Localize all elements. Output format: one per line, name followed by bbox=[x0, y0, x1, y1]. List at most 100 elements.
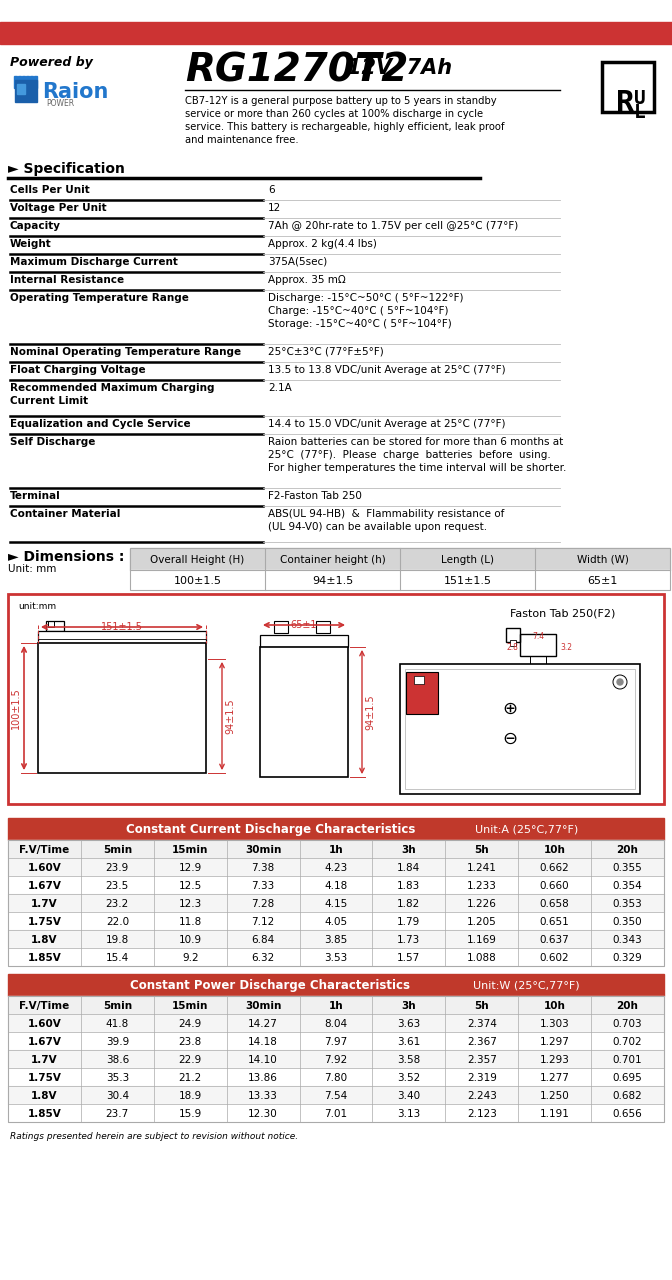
Text: 12.30: 12.30 bbox=[248, 1108, 278, 1119]
Text: 7.12: 7.12 bbox=[251, 916, 275, 927]
Text: 23.7: 23.7 bbox=[106, 1108, 129, 1119]
Text: Unit: mm: Unit: mm bbox=[8, 564, 56, 573]
Bar bbox=[8, 996, 664, 1014]
Text: 23.9: 23.9 bbox=[106, 863, 129, 873]
Text: 24.9: 24.9 bbox=[179, 1019, 202, 1029]
Bar bbox=[530, 655, 546, 664]
Text: ABS(UL 94-HB)  &  Flammability resistance of: ABS(UL 94-HB) & Flammability resistance … bbox=[268, 509, 505, 518]
Text: 1.233: 1.233 bbox=[467, 881, 497, 891]
Text: Terminal: Terminal bbox=[10, 492, 60, 500]
Text: 1.191: 1.191 bbox=[540, 1108, 570, 1119]
Text: 1.8V: 1.8V bbox=[31, 1091, 58, 1101]
Bar bbox=[15, 79, 37, 102]
Text: 0.355: 0.355 bbox=[613, 863, 642, 873]
Text: 10h: 10h bbox=[544, 845, 566, 855]
Text: 1.088: 1.088 bbox=[467, 954, 497, 963]
Text: 38.6: 38.6 bbox=[106, 1055, 129, 1065]
Bar bbox=[8, 893, 664, 911]
Text: 5h: 5h bbox=[474, 845, 489, 855]
Text: 65±1: 65±1 bbox=[587, 576, 618, 586]
Text: Cells Per Unit: Cells Per Unit bbox=[10, 186, 90, 195]
Text: 0.343: 0.343 bbox=[613, 934, 642, 945]
Text: 22.0: 22.0 bbox=[106, 916, 129, 927]
Bar bbox=[506, 628, 520, 643]
Text: 3.13: 3.13 bbox=[397, 1108, 421, 1119]
Text: 2.1A: 2.1A bbox=[268, 383, 292, 393]
Bar bbox=[8, 858, 664, 876]
Text: 0.651: 0.651 bbox=[540, 916, 570, 927]
Text: 1.85V: 1.85V bbox=[28, 1108, 61, 1119]
Bar bbox=[274, 621, 288, 634]
Bar bbox=[316, 621, 330, 634]
Text: 7.33: 7.33 bbox=[251, 881, 275, 891]
Text: Equalization and Cycle Service: Equalization and Cycle Service bbox=[10, 419, 191, 429]
Text: 1.83: 1.83 bbox=[397, 881, 421, 891]
Text: CB7-12Y is a general purpose battery up to 5 years in standby: CB7-12Y is a general purpose battery up … bbox=[185, 96, 497, 106]
Text: 151±1.5: 151±1.5 bbox=[444, 576, 491, 586]
Text: For higher temperatures the time interval will be shorter.: For higher temperatures the time interva… bbox=[268, 463, 566, 474]
Text: 7.92: 7.92 bbox=[325, 1055, 347, 1065]
Text: (UL 94-V0) can be available upon request.: (UL 94-V0) can be available upon request… bbox=[268, 522, 487, 532]
Text: Nominal Operating Temperature Range: Nominal Operating Temperature Range bbox=[10, 347, 241, 357]
Bar bbox=[8, 996, 664, 1123]
Text: Float Charging Voltage: Float Charging Voltage bbox=[10, 365, 146, 375]
Text: 0.695: 0.695 bbox=[613, 1073, 642, 1083]
Text: 25°C  (77°F).  Please  charge  batteries  before  using.: 25°C (77°F). Please charge batteries bef… bbox=[268, 451, 551, 460]
Text: Width (W): Width (W) bbox=[577, 556, 628, 564]
Text: 0.682: 0.682 bbox=[613, 1091, 642, 1101]
Text: 1.303: 1.303 bbox=[540, 1019, 570, 1029]
Text: 0.354: 0.354 bbox=[613, 881, 642, 891]
Text: 22.9: 22.9 bbox=[179, 1055, 202, 1065]
Text: R: R bbox=[616, 90, 634, 118]
Text: 7.28: 7.28 bbox=[251, 899, 275, 909]
Text: Constant Power Discharge Characteristics: Constant Power Discharge Characteristics bbox=[130, 979, 411, 992]
Text: Unit:A (25°C,77°F): Unit:A (25°C,77°F) bbox=[474, 826, 578, 835]
Bar bbox=[8, 840, 664, 966]
Text: 15.4: 15.4 bbox=[106, 954, 129, 963]
Text: 1h: 1h bbox=[329, 1001, 343, 1011]
Text: 1.75V: 1.75V bbox=[28, 1073, 61, 1083]
Text: 14.4 to 15.0 VDC/unit Average at 25°C (77°F): 14.4 to 15.0 VDC/unit Average at 25°C (7… bbox=[268, 419, 505, 429]
Text: 9.2: 9.2 bbox=[182, 954, 198, 963]
Text: 2.243: 2.243 bbox=[467, 1091, 497, 1101]
Text: service. This battery is rechargeable, highly efficient, leak proof: service. This battery is rechargeable, h… bbox=[185, 122, 505, 132]
Text: 15min: 15min bbox=[172, 1001, 208, 1011]
Text: 1.82: 1.82 bbox=[397, 899, 421, 909]
Bar bbox=[14, 76, 17, 88]
Bar bbox=[8, 594, 664, 804]
Text: 30min: 30min bbox=[245, 1001, 282, 1011]
Text: 4.18: 4.18 bbox=[325, 881, 347, 891]
Text: 12V  7Ah: 12V 7Ah bbox=[347, 58, 452, 78]
Text: 0.662: 0.662 bbox=[540, 863, 570, 873]
Text: 100±1.5: 100±1.5 bbox=[173, 576, 222, 586]
Text: Faston Tab 250(F2): Faston Tab 250(F2) bbox=[510, 608, 616, 618]
Text: unit:mm: unit:mm bbox=[18, 602, 56, 611]
Text: 1.73: 1.73 bbox=[397, 934, 421, 945]
Text: Ratings presented herein are subject to revision without notice.: Ratings presented herein are subject to … bbox=[10, 1132, 298, 1140]
Text: 1.250: 1.250 bbox=[540, 1091, 570, 1101]
Bar bbox=[8, 1068, 664, 1085]
Bar bbox=[46, 621, 64, 631]
Text: Weight: Weight bbox=[10, 239, 52, 250]
Bar bbox=[414, 676, 424, 684]
Text: 1.241: 1.241 bbox=[467, 863, 497, 873]
Text: and maintenance free.: and maintenance free. bbox=[185, 134, 298, 145]
Text: 15.9: 15.9 bbox=[179, 1108, 202, 1119]
Text: 10.9: 10.9 bbox=[179, 934, 202, 945]
Text: 12.3: 12.3 bbox=[179, 899, 202, 909]
Text: Maximum Discharge Current: Maximum Discharge Current bbox=[10, 257, 178, 268]
Text: 30min: 30min bbox=[245, 845, 282, 855]
Bar bbox=[8, 931, 664, 948]
Text: 5min: 5min bbox=[103, 1001, 132, 1011]
Text: 25°C±3°C (77°F±5°F): 25°C±3°C (77°F±5°F) bbox=[268, 347, 384, 357]
Text: 0.702: 0.702 bbox=[613, 1037, 642, 1047]
Bar bbox=[17, 84, 25, 93]
Text: 3.53: 3.53 bbox=[325, 954, 347, 963]
Text: Recommended Maximum Charging: Recommended Maximum Charging bbox=[10, 383, 214, 393]
Text: POWER: POWER bbox=[46, 100, 74, 109]
Text: 23.8: 23.8 bbox=[179, 1037, 202, 1047]
Text: 13.86: 13.86 bbox=[248, 1073, 278, 1083]
Bar bbox=[8, 840, 664, 858]
Text: 1.297: 1.297 bbox=[540, 1037, 570, 1047]
Bar bbox=[602, 61, 654, 111]
